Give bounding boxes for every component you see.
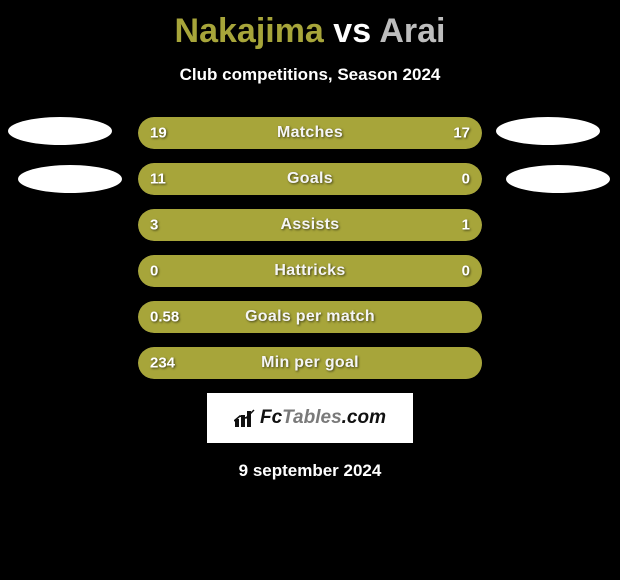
title-row: Nakajima vs Arai xyxy=(0,0,620,51)
stat-value-right: 1 xyxy=(462,217,470,234)
stat-label: Matches xyxy=(138,124,482,142)
stat-label: Hattricks xyxy=(138,262,482,280)
title-vs: vs xyxy=(324,12,379,50)
stat-row-matches: Matches19 17 xyxy=(138,117,482,149)
chart-bars-icon xyxy=(234,409,256,427)
stat-label: Goals xyxy=(138,170,482,188)
stat-row-min-per-goal: Min per goal234 xyxy=(138,347,482,379)
stat-row-goals-per-match: Goals per match0.58 xyxy=(138,301,482,333)
logo-main: Tables xyxy=(282,407,342,428)
stat-value-left: 234 xyxy=(150,355,175,372)
player-ellipse-3 xyxy=(506,165,610,193)
stat-row-hattricks: Hattricks0 0 xyxy=(138,255,482,287)
stat-value-left: 0.58 xyxy=(150,309,179,326)
logo-suffix: .com xyxy=(342,407,386,428)
stat-label: Assists xyxy=(138,216,482,234)
title-player2: Arai xyxy=(379,12,445,50)
subtitle: Club competitions, Season 2024 xyxy=(0,65,620,85)
fctables-logo[interactable]: FcTables.com xyxy=(207,393,413,443)
stat-label: Goals per match xyxy=(138,308,482,326)
stat-value-left: 19 xyxy=(150,125,167,142)
stat-row-assists: Assists3 1 xyxy=(138,209,482,241)
logo-text: FcTables.com xyxy=(260,407,386,429)
chart-area: Matches1917Goals110Assists31Hattricks00G… xyxy=(0,117,620,379)
stat-row-goals: Goals11 0 xyxy=(138,163,482,195)
date-line: 9 september 2024 xyxy=(0,461,620,481)
player-ellipse-0 xyxy=(8,117,112,145)
stat-value-left: 3 xyxy=(150,217,158,234)
player-ellipse-2 xyxy=(496,117,600,145)
stat-label: Min per goal xyxy=(138,354,482,372)
stat-value-left: 11 xyxy=(150,171,166,188)
logo-prefix: Fc xyxy=(260,407,282,428)
stat-value-right: 0 xyxy=(462,171,470,188)
stat-rows: Matches1917Goals110Assists31Hattricks00G… xyxy=(0,117,620,379)
stat-value-right: 0 xyxy=(462,263,470,280)
player-ellipse-1 xyxy=(18,165,122,193)
stat-value-left: 0 xyxy=(150,263,158,280)
title-player1: Nakajima xyxy=(175,12,324,50)
stat-value-right: 17 xyxy=(453,125,470,142)
